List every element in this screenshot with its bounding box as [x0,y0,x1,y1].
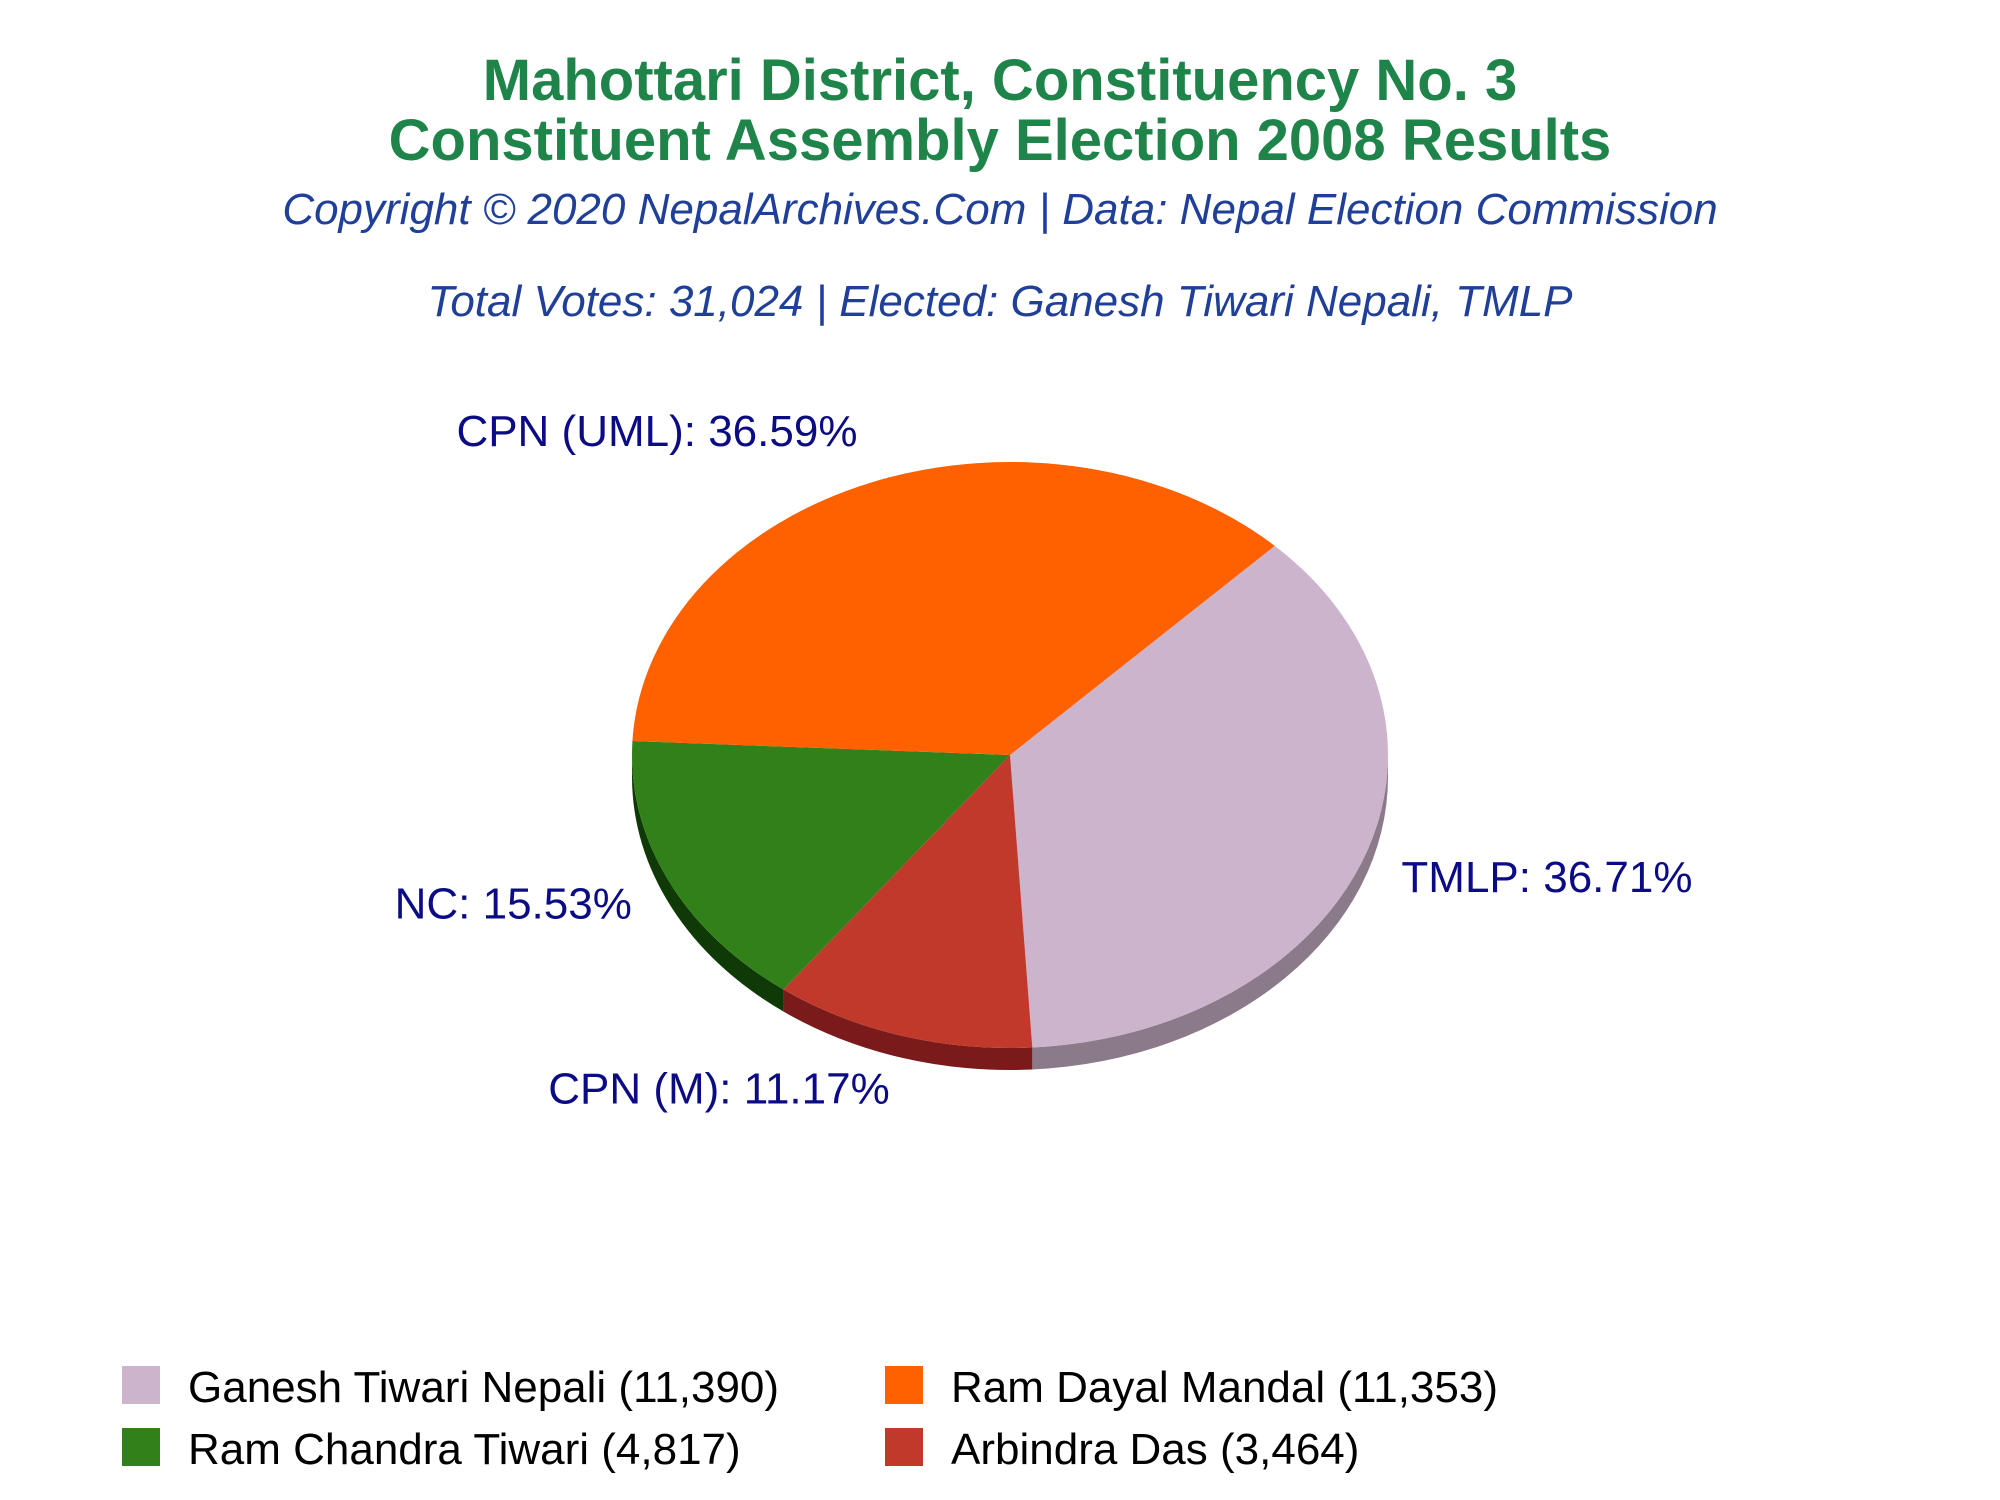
slice-label-tmlp: TMLP: 36.71% [1401,853,1692,902]
legend-swatch [885,1366,923,1404]
pie-slice-nc [632,741,1010,990]
slice-label-cpn-uml: CPN (UML): 36.59% [456,407,857,456]
summary-subtitle: Total Votes: 31,024 | Elected: Ganesh Ti… [427,277,1573,326]
pie-side-cpn-m [783,989,1033,1071]
legend-label: Ram Chandra Tiwari (4,817) [188,1425,741,1474]
copyright-subtitle: Copyright © 2020 NepalArchives.Com | Dat… [282,185,1718,234]
legend-swatch [122,1428,160,1466]
pie-slice-labels: TMLP: 36.71% CPN (M): 11.17% NC: 15.53% CPN… [395,407,1693,1113]
slice-label-nc: NC: 15.53% [395,879,632,928]
pie-slices [632,462,1388,1048]
pie-side-nc [632,755,784,1012]
legend-swatch [122,1366,160,1404]
pie-slice-cpn-m [783,755,1033,1048]
chart-title-line-2: Constituent Assembly Election 2008 Resul… [388,108,1612,173]
legend-label: Ram Dayal Mandal (11,353) [951,1363,1498,1412]
chart-title-line-1: Mahottari District, Constituency No. 3 [482,48,1518,113]
chart-legend: Ganesh Tiwari Nepali (11,390) Ram Dayal M… [122,1363,1498,1474]
pie-slice-tmlp [1010,545,1388,1048]
legend-label: Arbindra Das (3,464) [951,1425,1359,1474]
pie-slice-cpn-uml [632,462,1275,755]
pie-3d-sides [632,755,1388,1071]
slice-label-cpn-m: CPN (M): 11.17% [548,1064,890,1113]
pie-side-tmlp [1032,755,1388,1070]
legend-swatch [885,1428,923,1466]
legend-label: Ganesh Tiwari Nepali (11,390) [188,1363,779,1412]
